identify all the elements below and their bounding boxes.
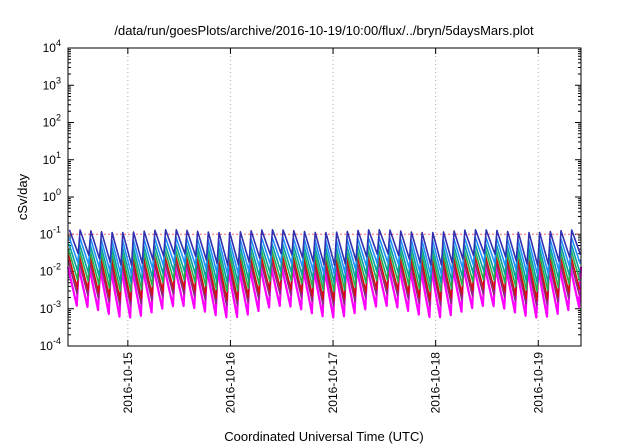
series-group bbox=[66, 229, 583, 319]
y-tick-label: 100 bbox=[43, 187, 61, 204]
y-tick-label: 104 bbox=[43, 38, 61, 55]
y-tick-label: 103 bbox=[43, 75, 61, 92]
plot-frame bbox=[67, 47, 582, 347]
x-tick-label: 2016-10-19 bbox=[531, 352, 545, 414]
y-tick-label: 10-2 bbox=[40, 262, 61, 279]
x-tick-label: 2016-10-15 bbox=[121, 352, 135, 414]
x-tick-labels: 2016-10-15 2016-10-16 2016-10-17 2016-10-18… bbox=[121, 352, 545, 414]
y-tick-label: 101 bbox=[43, 150, 61, 167]
y-tick-label: 102 bbox=[43, 113, 61, 130]
y-tick-label: 10-3 bbox=[40, 299, 61, 316]
x-tick-label: 2016-10-17 bbox=[326, 352, 340, 414]
y-tick-labels: 10-4 10-3 10-2 10-1 100 101 102 103 104 bbox=[40, 38, 61, 353]
y-tick-label: 10-4 bbox=[40, 336, 61, 353]
x-tick-label: 2016-10-18 bbox=[429, 352, 443, 414]
series-line bbox=[68, 229, 582, 267]
y-axis-label: cSv/day bbox=[15, 173, 30, 220]
x-tick-label: 2016-10-16 bbox=[223, 352, 237, 414]
chart-title: /data/run/goesPlots/archive/2016-10-19/1… bbox=[114, 23, 534, 38]
x-axis-label: Coordinated Universal Time (UTC) bbox=[224, 429, 423, 444]
y-tick-label: 10-1 bbox=[40, 224, 61, 241]
